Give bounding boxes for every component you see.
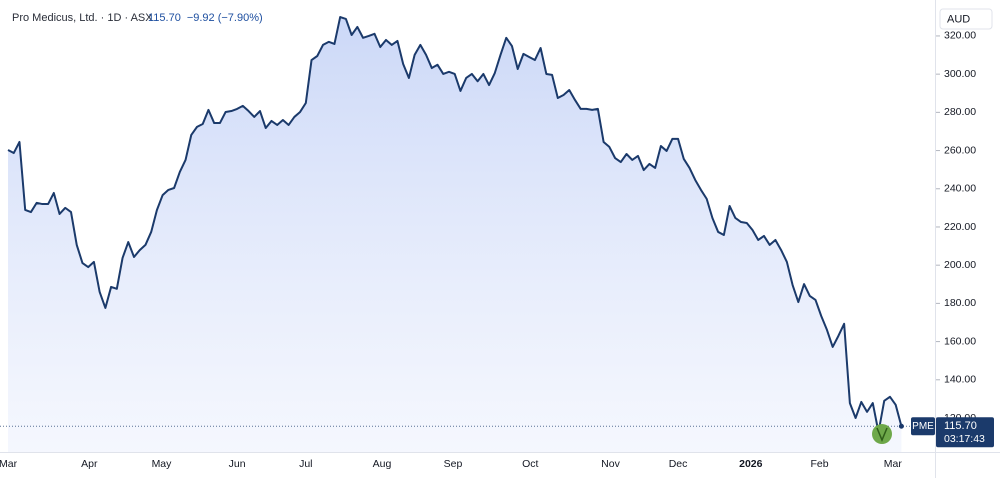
x-tick-label: Sep <box>444 458 463 470</box>
currency-box[interactable] <box>939 8 993 30</box>
x-tick-label: Apr <box>81 458 98 470</box>
x-tick-label: Jun <box>229 458 246 470</box>
y-tick-label: 260.00 <box>944 144 976 156</box>
price-tag <box>936 417 994 448</box>
y-tick-label: 160.00 <box>944 335 976 347</box>
axes: 120.00140.00160.00180.00200.00220.00240.… <box>0 30 994 470</box>
y-tick-label: 300.00 <box>944 68 976 80</box>
x-tick-label: Mar <box>0 458 18 470</box>
price-line <box>7 16 903 434</box>
symbol-tag-label: PME <box>912 421 934 432</box>
x-tick-label: Nov <box>601 458 620 470</box>
last-point <box>898 423 904 429</box>
x-tick-label: Oct <box>522 458 538 470</box>
x-tick-label: Dec <box>669 458 688 470</box>
price-tag-label: 115.70 <box>944 420 977 432</box>
header-last-price: 115.70 <box>148 12 181 24</box>
event-marker-icon <box>876 427 888 442</box>
x-tick-label: May <box>152 458 173 470</box>
currency-label[interactable]: AUD <box>947 13 970 25</box>
y-tick-label: 140.00 <box>944 374 976 386</box>
y-tick-label: 280.00 <box>944 106 976 118</box>
x-tick-label: Jul <box>299 458 312 470</box>
plot-area <box>0 16 912 452</box>
y-tick-label: 220.00 <box>944 221 976 233</box>
area-fill <box>8 17 902 452</box>
symbol-header: Pro Medicus, Ltd. · 1D · ASX <box>12 12 153 24</box>
y-tick-label: 180.00 <box>944 297 976 309</box>
x-tick-label: Feb <box>810 458 828 470</box>
y-tick-label: 240.00 <box>944 183 976 195</box>
countdown-label: 03:17:43 <box>944 433 985 445</box>
y-tick-label: 320.00 <box>944 30 976 42</box>
x-tick-label: Aug <box>373 458 392 470</box>
x-tick-label: Mar <box>884 458 903 470</box>
header-change: −9.92 (−7.90%) <box>187 12 263 24</box>
symbol-tag <box>911 417 935 436</box>
x-tick-label: 2026 <box>739 458 763 470</box>
y-tick-label: 200.00 <box>944 259 976 271</box>
